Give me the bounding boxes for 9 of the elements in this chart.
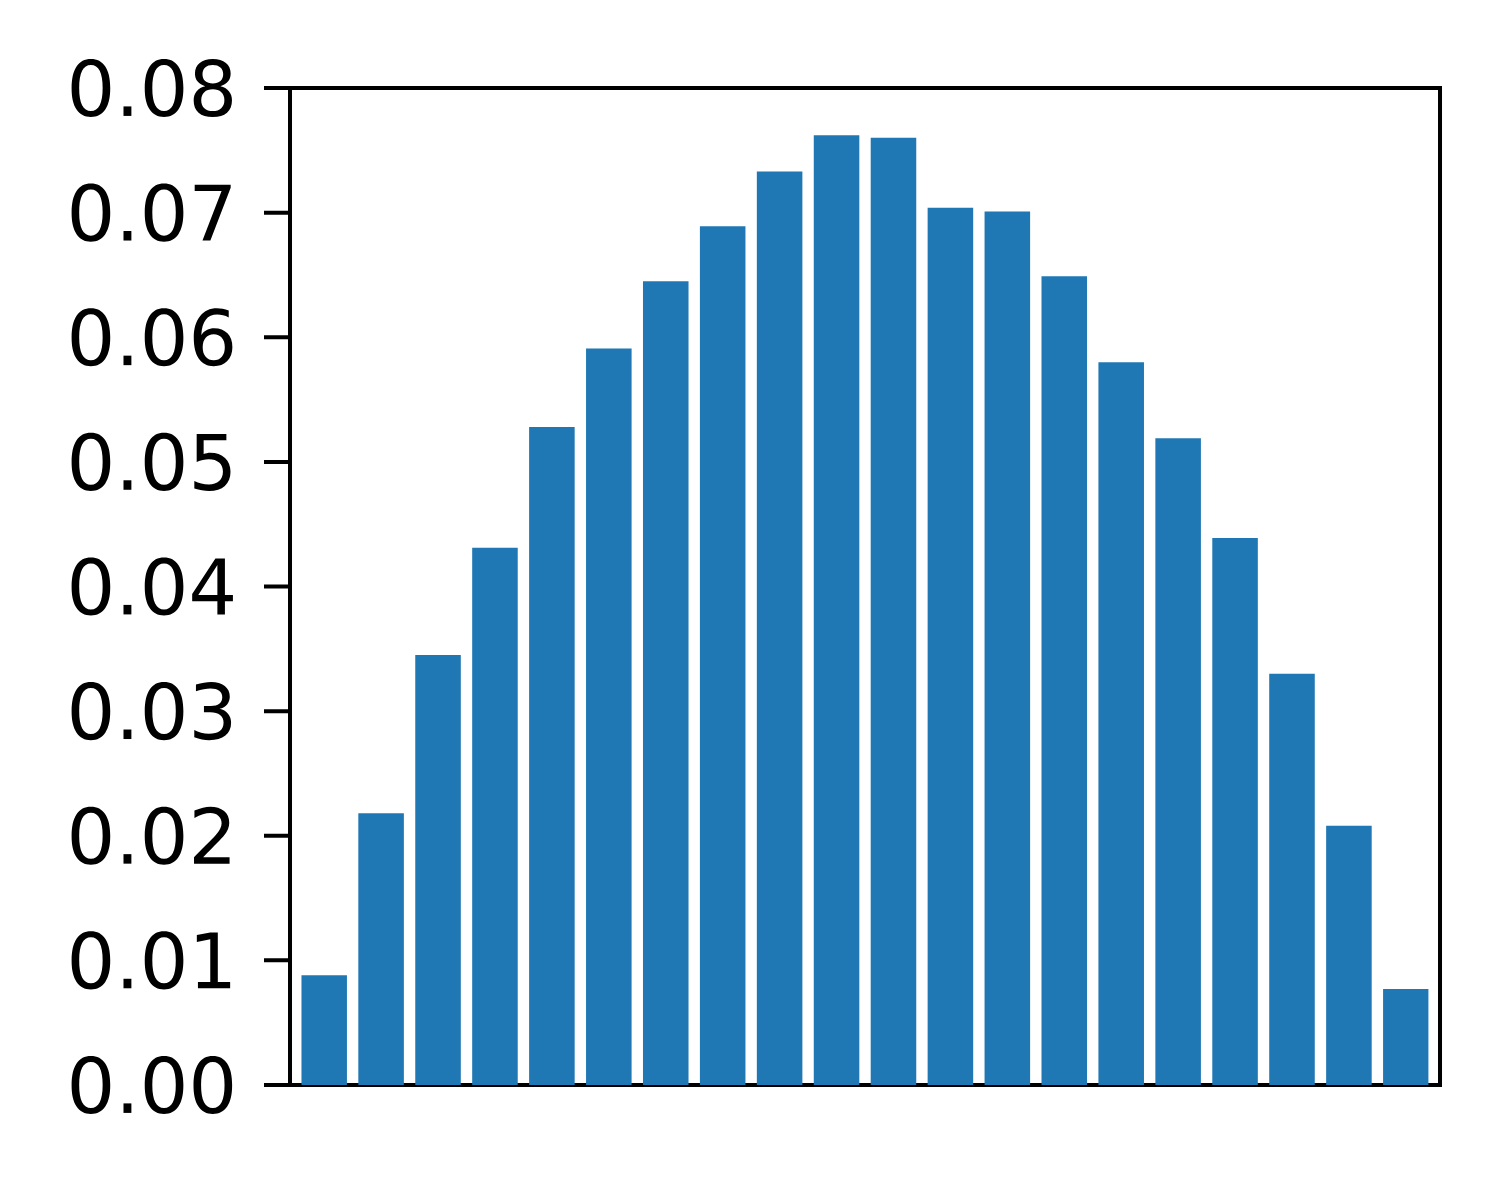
y-tick-label: 0.00 [71, 1055, 233, 1114]
y-tick-label: 0.01 [71, 931, 231, 990]
y-tick-label: 0.03 [71, 682, 232, 741]
y-tick-label: 0.07 [71, 183, 231, 242]
y-tick-label: 0.06 [71, 308, 233, 367]
y-tick-label: 0.05 [71, 432, 231, 491]
y-tick-label: 0.02 [71, 806, 230, 865]
y-tick-label: 0.08 [71, 58, 232, 118]
y-tick-label: 0.04 [71, 557, 233, 616]
